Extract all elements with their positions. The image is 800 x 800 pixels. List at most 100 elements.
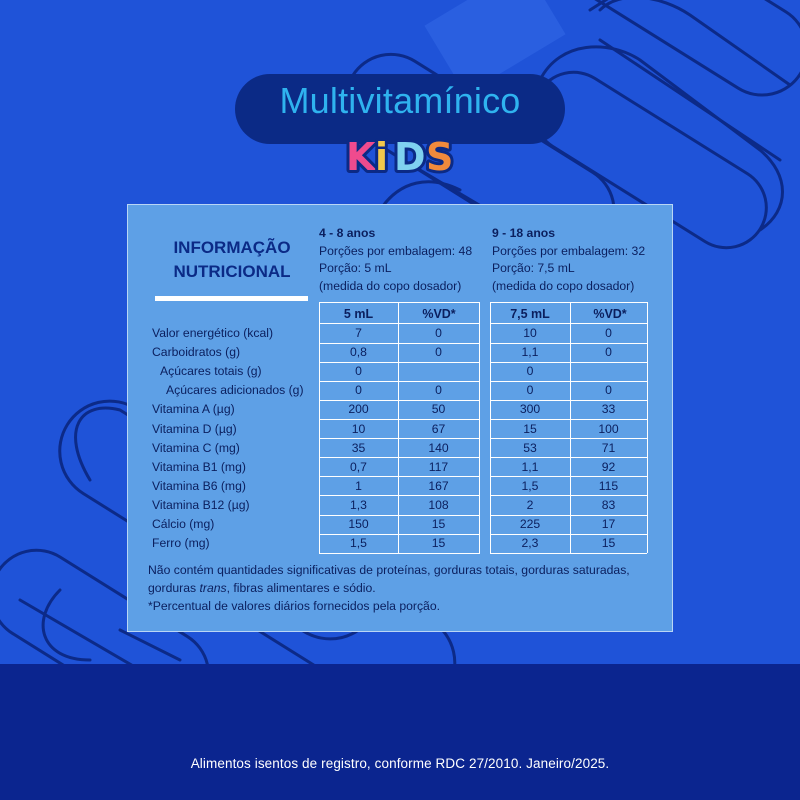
row-label: Vitamina D (µg) [152, 421, 237, 436]
table-cell: 15 [431, 517, 446, 531]
table-cell: 1,5 [521, 478, 539, 493]
title-underline [155, 296, 308, 301]
svg-text:S: S [426, 135, 453, 179]
table-cell: 15 [523, 421, 537, 436]
grid-line [490, 533, 647, 535]
table-cell: 0 [355, 383, 362, 398]
grid-line [319, 514, 480, 516]
table-cell: 2,3 [521, 536, 539, 551]
row-label: Cálcio (mg) [152, 517, 215, 531]
svg-text:i: i [375, 135, 388, 179]
row-label: Vitamina B12 (µg) [152, 497, 250, 512]
grid-line [490, 514, 647, 516]
table-cell: 117 [428, 459, 449, 474]
col-header-vd-2: %VD* [593, 307, 627, 321]
table-cell: 33 [601, 402, 616, 417]
svg-text:D: D [394, 135, 426, 179]
table-cell: 0 [435, 383, 442, 398]
table-cell: 10 [523, 326, 537, 340]
row-label: Vitamina B6 (mg) [152, 478, 246, 493]
grid-line [490, 302, 647, 303]
grid-line [319, 476, 480, 478]
table-cell: 67 [431, 421, 446, 436]
table-cell: 71 [601, 440, 616, 455]
grid-line [490, 476, 647, 478]
row-label: Carboidratos (g) [152, 345, 241, 360]
grid-line [479, 302, 480, 553]
grid-line [319, 342, 480, 344]
table-cell: 0 [605, 326, 612, 340]
table-cell: 83 [601, 497, 616, 512]
product-title: Multivitamínico [279, 80, 521, 121]
table-cell: 50 [431, 402, 446, 417]
grid-line [490, 438, 647, 440]
table-cell: 100 [598, 421, 619, 436]
grid-line [490, 302, 491, 553]
footer-disclaimer: Alimentos isentos de registro, conforme … [190, 756, 610, 771]
grid-line [490, 399, 647, 401]
table-cell [570, 362, 647, 381]
grid-line [398, 302, 399, 553]
grid-line [490, 342, 647, 344]
table-cell: 92 [601, 459, 616, 474]
grid-line [319, 399, 480, 401]
grid-line [490, 457, 647, 459]
table-cell: 115 [598, 478, 619, 493]
grid-line [490, 419, 647, 420]
table-cell: 0 [526, 364, 534, 379]
table-cell: 1,3 [350, 497, 367, 512]
table-cell: 0 [605, 345, 612, 360]
grid-line [490, 380, 647, 382]
grid-line [319, 457, 480, 459]
table-cell: 0 [435, 326, 442, 340]
grid-line [490, 361, 647, 363]
table-cell: 1,1 [521, 345, 539, 360]
table-cell: 0,8 [350, 345, 367, 360]
row-label: Açúcares totais (g) [160, 364, 262, 379]
table-footnote: Não contém quantidades significativas de… [148, 563, 630, 613]
row-label: Valor energético (kcal) [152, 326, 274, 340]
table-cell: 300 [519, 402, 541, 417]
table-cell: 1 [355, 478, 362, 493]
table-cell: 7 [355, 326, 362, 340]
grid-line [319, 533, 480, 535]
row-label: Vitamina A (µg) [152, 402, 235, 417]
col-header-7-5ml: 7,5 mL [510, 307, 550, 321]
table-cell: 53 [523, 440, 537, 455]
table-cell: 1,1 [521, 459, 539, 474]
bottom-band [0, 664, 800, 800]
grid-line [319, 380, 480, 382]
grid-line [490, 552, 647, 554]
group-header-4-8: 4 - 8 anos Porções por embalagem: 48 Por… [319, 226, 473, 293]
row-label: Vitamina C (mg) [152, 440, 240, 455]
grid-line [319, 361, 480, 363]
table-cell: 200 [348, 402, 369, 417]
table-cell: 10 [351, 421, 366, 436]
table-cell: 1,5 [350, 536, 367, 551]
title-pill [235, 74, 565, 144]
table-cell: 35 [351, 440, 366, 455]
nutrition-panel [127, 204, 673, 632]
col-header-vd-1: %VD* [422, 307, 456, 321]
grid-line [319, 495, 480, 497]
table-cell: 0 [355, 364, 362, 379]
grid-line [319, 419, 480, 420]
col-header-5ml: 5 mL [343, 307, 374, 321]
table-cell: 140 [428, 440, 449, 455]
grid-line [319, 438, 480, 440]
table-cell: 17 [601, 517, 616, 531]
row-label: Açúcares adicionados (g) [166, 383, 304, 398]
grid-line [647, 302, 648, 553]
table-cell: 108 [428, 497, 449, 512]
table-cell: 0 [605, 383, 612, 398]
grid-line [319, 302, 320, 553]
group-header-9-18: 9 - 18 anos Porções por embalagem: 32 Po… [492, 226, 646, 293]
grid-line [319, 552, 480, 554]
kids-logo: K i D S [343, 132, 456, 180]
grid-line [570, 302, 571, 553]
table-cell: 225 [519, 517, 541, 531]
table-cell: 15 [601, 536, 616, 551]
row-label: Ferro (mg) [152, 536, 210, 551]
table-cell: 15 [431, 536, 446, 551]
grid-line [319, 323, 480, 324]
